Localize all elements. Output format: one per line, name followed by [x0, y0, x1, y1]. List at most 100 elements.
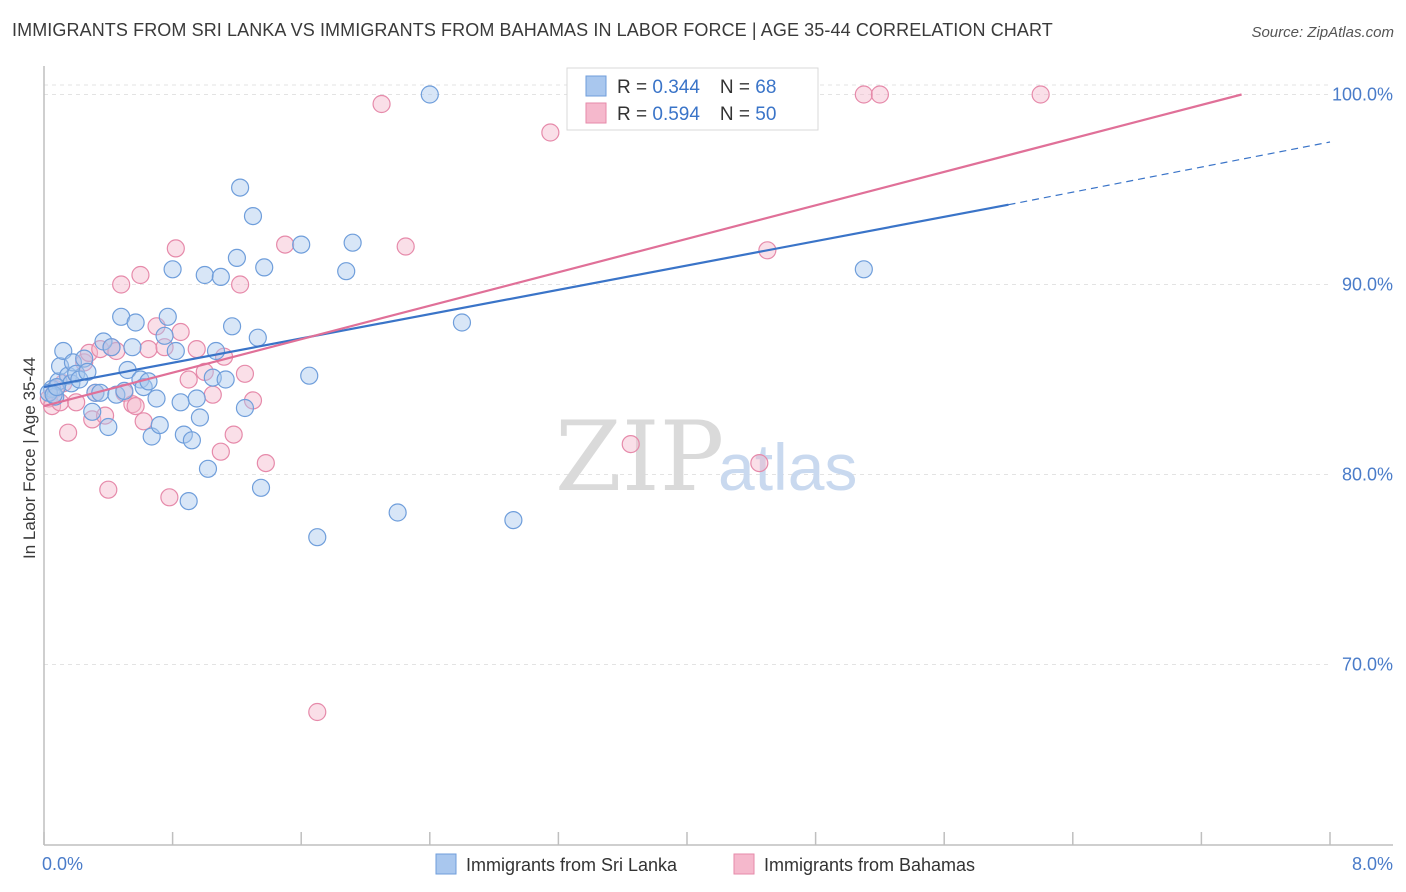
legend-r-label-bahamas: R =	[617, 104, 652, 125]
bahamas-point	[134, 412, 153, 431]
sri-lanka-point	[166, 341, 185, 361]
legend-n-value-sri-lanka: 68	[755, 77, 776, 98]
chart-title: IMMIGRANTS FROM SRI LANKA VS IMMIGRANTS …	[12, 20, 1053, 40]
source-credit: Source: ZipAtlas.com	[1251, 24, 1394, 41]
bahamas-point	[308, 702, 327, 722]
sri-lanka-point	[337, 262, 356, 281]
sri-lanka-point	[75, 349, 94, 368]
sri-lanka-point	[182, 431, 201, 450]
y-tick-label-70: 70.0%	[1342, 655, 1393, 675]
y-tick-label-90: 90.0%	[1342, 275, 1393, 295]
bahamas-point	[621, 435, 640, 454]
legend-r-value-bahamas: 0.594	[652, 104, 700, 125]
bahamas-point	[750, 454, 769, 473]
x-ticks	[43, 832, 1331, 845]
sri-lanka-point	[255, 258, 274, 277]
sri-lanka-point	[83, 402, 102, 421]
legend-n-label-bahamas: N =	[720, 104, 755, 125]
sri-lanka-point	[300, 366, 319, 385]
bahamas-point	[131, 265, 150, 285]
trend-line-sri-lanka	[43, 203, 1009, 389]
trend-lines	[43, 93, 1331, 408]
sri-lanka-point	[206, 341, 226, 361]
legend-row-sri-lanka: R = 0.344 N = 68	[617, 77, 776, 98]
bahamas-point	[187, 340, 206, 359]
sri-lanka-point	[308, 528, 327, 547]
bahamas-point	[1031, 85, 1050, 104]
sri-lanka-point	[187, 389, 206, 408]
bahamas-point	[126, 397, 145, 416]
sri-lanka-point	[452, 313, 472, 332]
bahamas-point	[235, 364, 255, 383]
sri-lanka-point	[78, 362, 97, 381]
bahamas-point	[224, 425, 243, 444]
bahamas-point	[79, 343, 99, 362]
bahamas-point	[139, 340, 158, 359]
watermark-atlas: atlas	[718, 430, 857, 504]
sri-lanka-point	[158, 307, 177, 326]
sri-lanka-point	[388, 503, 407, 522]
watermark-zip: ZIP	[555, 401, 724, 513]
sri-lanka-point	[227, 248, 246, 267]
bahamas-point	[276, 235, 295, 254]
bottom-legend-label-bahamas: Immigrants from Bahamas	[764, 855, 975, 875]
sri-lanka-point	[243, 207, 263, 226]
sri-lanka-point	[147, 389, 166, 408]
bottom-legend-swatch-bahamas	[733, 853, 755, 875]
bottom-legend-label-sri-lanka: Immigrants from Sri Lanka	[466, 855, 678, 875]
sri-lanka-point	[216, 370, 235, 389]
bahamas-point	[166, 239, 185, 258]
sri-lanka-point	[231, 178, 250, 197]
sri-lanka-point	[292, 235, 311, 254]
bahamas-point	[203, 385, 222, 404]
legend-swatch-sri-lanka	[585, 75, 607, 97]
bahamas-point	[372, 94, 391, 114]
sri-lanka-point	[251, 478, 271, 497]
y-axis-label: In Labor Force | Age 35-44	[20, 357, 39, 559]
sri-lanka-point	[163, 260, 182, 279]
bahamas-point	[256, 454, 275, 473]
bahamas-point	[59, 423, 78, 442]
trend-line-sri-lanka-extrapolated	[1008, 141, 1331, 206]
sri-lanka-point	[102, 338, 121, 357]
sri-lanka-point	[190, 408, 210, 427]
bahamas-point	[854, 85, 873, 104]
sri-lanka-point	[134, 378, 153, 397]
sri-lanka-point	[171, 393, 190, 412]
bahamas-point	[541, 123, 560, 142]
sri-lanka-point	[47, 378, 66, 397]
sri-lanka-point	[99, 417, 118, 437]
series-sri-lanka-points	[39, 85, 873, 547]
bottom-legend-swatch-sri-lanka	[435, 853, 457, 875]
legend-n-value-bahamas: 50	[755, 104, 776, 125]
sri-lanka-point	[195, 265, 214, 285]
series-legend: Immigrants from Sri Lanka Immigrants fro…	[435, 853, 975, 875]
sri-lanka-point	[504, 510, 523, 530]
sri-lanka-point	[67, 364, 86, 383]
sri-lanka-point	[63, 353, 83, 372]
bahamas-point	[123, 395, 142, 414]
correlation-legend: R = 0.344 N = 68 R = 0.594 N = 50	[566, 67, 819, 131]
trend-line-bahamas	[43, 93, 1242, 408]
sri-lanka-point	[343, 233, 362, 252]
bahamas-point	[211, 442, 230, 461]
sri-lanka-point	[123, 338, 142, 357]
sri-lanka-point	[235, 398, 255, 418]
legend-r-label-sri-lanka: R =	[617, 77, 652, 98]
legend-box	[566, 67, 819, 131]
sri-lanka-point	[211, 267, 230, 286]
sri-lanka-point	[155, 326, 174, 345]
bahamas-point	[396, 237, 415, 256]
bahamas-point	[99, 480, 118, 499]
y-tick-label-80: 80.0%	[1342, 465, 1393, 485]
sri-lanka-point	[248, 328, 267, 347]
legend-row-bahamas: R = 0.594 N = 50	[617, 104, 776, 125]
bahamas-point	[179, 370, 198, 389]
sri-lanka-point	[126, 313, 145, 332]
legend-n-label-sri-lanka: N =	[720, 77, 755, 98]
x-tick-label-min: 0.0%	[42, 854, 83, 874]
sri-lanka-point	[179, 492, 198, 511]
legend-swatch-bahamas	[585, 102, 607, 124]
sri-lanka-point	[222, 317, 242, 336]
sri-lanka-point	[198, 459, 218, 478]
